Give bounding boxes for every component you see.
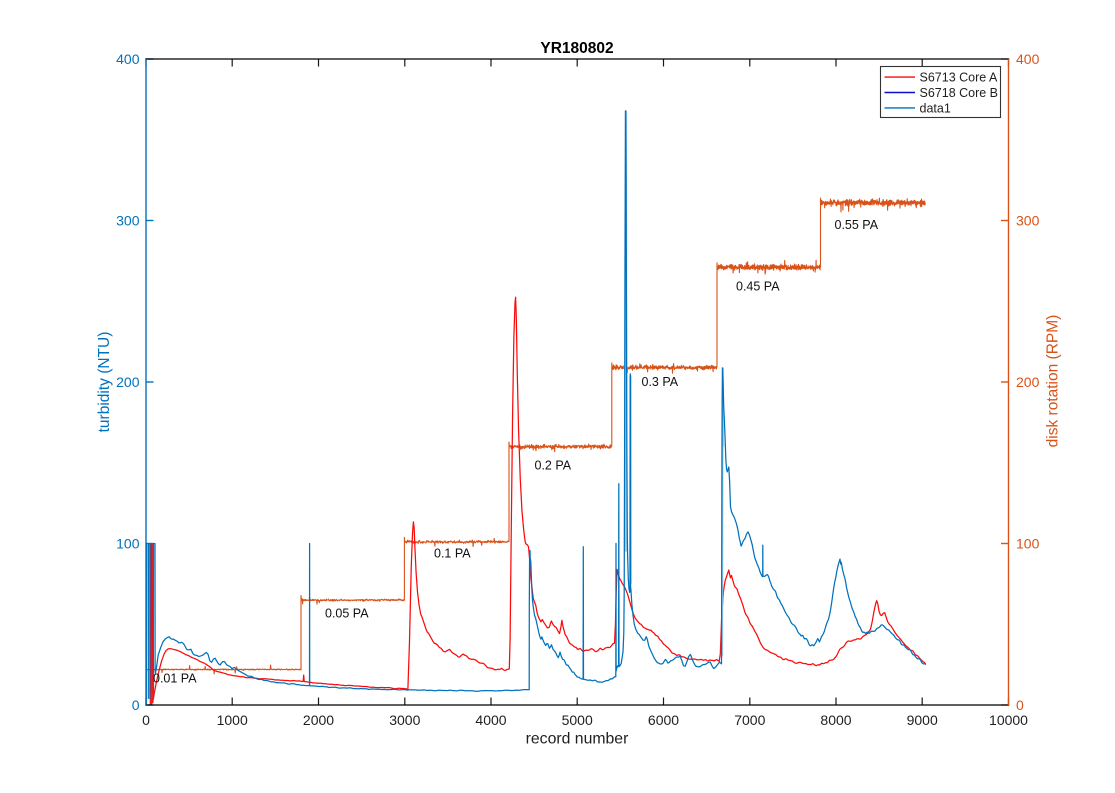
svg-text:0.01 PA: 0.01 PA	[153, 672, 197, 686]
svg-text:0.55 PA: 0.55 PA	[835, 218, 879, 232]
svg-text:7000: 7000	[734, 712, 765, 728]
svg-text:disk rotation (RPM): disk rotation (RPM)	[1045, 315, 1062, 448]
svg-text:0: 0	[1016, 697, 1024, 713]
svg-text:6000: 6000	[648, 712, 679, 728]
svg-text:turbidity (NTU): turbidity (NTU)	[96, 332, 113, 433]
svg-text:3000: 3000	[389, 712, 420, 728]
svg-text:300: 300	[116, 213, 140, 229]
svg-text:1000: 1000	[217, 712, 248, 728]
svg-text:5000: 5000	[562, 712, 593, 728]
svg-text:100: 100	[116, 536, 140, 552]
svg-text:2000: 2000	[303, 712, 334, 728]
svg-text:200: 200	[1016, 374, 1040, 390]
svg-text:100: 100	[1016, 536, 1040, 552]
svg-text:0: 0	[132, 697, 140, 713]
svg-text:0: 0	[142, 712, 150, 728]
svg-text:0.2 PA: 0.2 PA	[535, 458, 572, 472]
svg-text:YR180802: YR180802	[540, 40, 613, 57]
svg-text:300: 300	[1016, 213, 1040, 229]
svg-text:record number: record number	[526, 731, 629, 748]
svg-text:0.3 PA: 0.3 PA	[642, 375, 679, 389]
svg-text:S6718 Core B: S6718 Core B	[920, 86, 999, 100]
svg-text:9000: 9000	[907, 712, 938, 728]
svg-text:400: 400	[116, 51, 140, 67]
svg-text:4000: 4000	[475, 712, 506, 728]
svg-text:0.1 PA: 0.1 PA	[434, 546, 471, 560]
svg-text:0.05 PA: 0.05 PA	[325, 607, 369, 621]
svg-text:400: 400	[1016, 51, 1040, 67]
svg-text:0.45 PA: 0.45 PA	[736, 279, 780, 293]
svg-text:S6713 Core A: S6713 Core A	[920, 71, 998, 85]
svg-text:8000: 8000	[820, 712, 851, 728]
svg-text:200: 200	[116, 374, 140, 390]
svg-text:10000: 10000	[989, 712, 1028, 728]
svg-text:data1: data1	[920, 102, 951, 116]
